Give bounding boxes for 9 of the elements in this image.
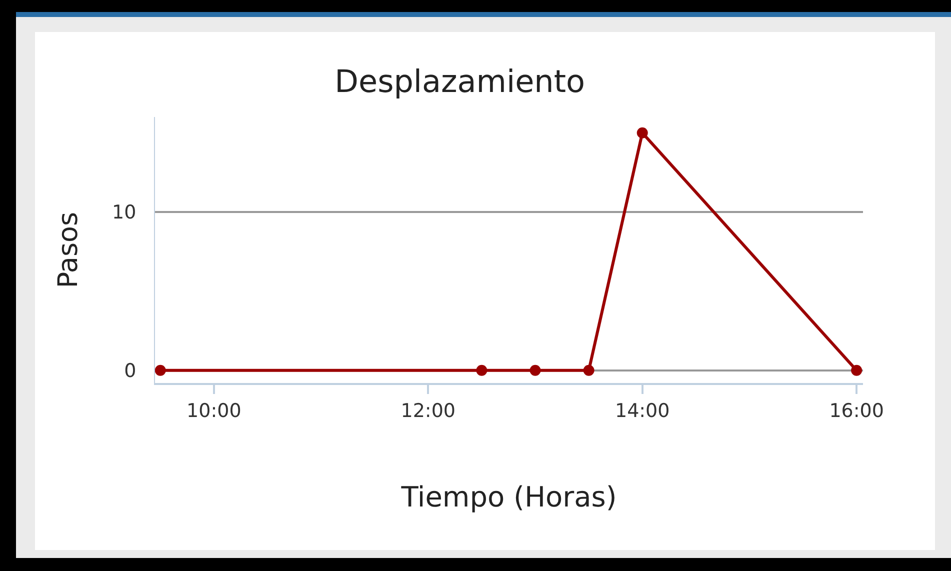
y-tick-label: 0: [124, 360, 136, 382]
x-tick-label: 16:00: [829, 400, 884, 422]
x-tick-label: 10:00: [186, 400, 242, 422]
x-axis-title: Tiempo (Horas): [400, 480, 617, 514]
chart-title: Desplazamiento: [334, 64, 585, 100]
x-tick-label: 12:00: [400, 400, 456, 422]
x-tick-label: 14:00: [614, 400, 670, 422]
y-axis-title: Pasos: [53, 212, 84, 288]
y-tick-label: 10: [112, 202, 136, 224]
